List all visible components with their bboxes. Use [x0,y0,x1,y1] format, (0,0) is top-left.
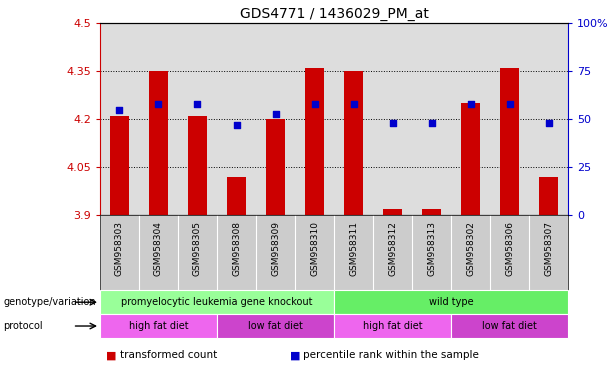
Text: GSM958305: GSM958305 [193,222,202,276]
Bar [334,290,568,314]
Bar [149,71,168,215]
Text: transformed count: transformed count [120,350,217,360]
Bar [334,314,451,338]
Text: GSM958311: GSM958311 [349,222,358,276]
Text: ■: ■ [106,350,116,360]
Point [466,101,476,107]
Text: GSM958303: GSM958303 [115,222,124,276]
Bar [344,71,364,215]
Bar [227,177,246,215]
Point [271,111,281,117]
Text: GSM958313: GSM958313 [427,222,436,276]
Point [387,120,397,126]
Text: ■: ■ [290,350,300,360]
Text: GSM958308: GSM958308 [232,222,241,276]
Text: GSM958309: GSM958309 [271,222,280,276]
Text: GSM958304: GSM958304 [154,222,163,276]
Bar [110,116,129,215]
Bar [100,290,334,314]
Text: high fat diet: high fat diet [363,321,422,331]
Bar [422,209,441,215]
Title: GDS4771 / 1436029_PM_at: GDS4771 / 1436029_PM_at [240,7,428,21]
Point [115,107,124,113]
Text: GSM958307: GSM958307 [544,222,554,276]
Bar [461,103,481,215]
Bar [266,119,285,215]
Text: percentile rank within the sample: percentile rank within the sample [303,350,479,360]
Text: genotype/variation: genotype/variation [3,297,96,307]
Text: wild type: wild type [429,297,473,307]
Text: GSM958312: GSM958312 [388,222,397,276]
Point [232,122,242,128]
Text: low fat diet: low fat diet [248,321,303,331]
Point [544,120,554,126]
Point [192,101,202,107]
Bar [188,116,207,215]
Bar [383,209,402,215]
Bar [100,314,217,338]
Text: GSM958310: GSM958310 [310,222,319,276]
Bar [305,68,324,215]
Bar [217,314,334,338]
Text: promyelocytic leukemia gene knockout: promyelocytic leukemia gene knockout [121,297,313,307]
Point [504,101,514,107]
Bar [451,314,568,338]
Text: high fat diet: high fat diet [129,321,188,331]
Point [427,120,436,126]
Text: low fat diet: low fat diet [482,321,537,331]
Text: GSM958306: GSM958306 [505,222,514,276]
Text: GSM958302: GSM958302 [466,222,475,276]
Point [153,101,163,107]
Point [349,101,359,107]
Bar [500,68,519,215]
Point [310,101,319,107]
Bar [539,177,558,215]
Text: protocol: protocol [3,321,43,331]
